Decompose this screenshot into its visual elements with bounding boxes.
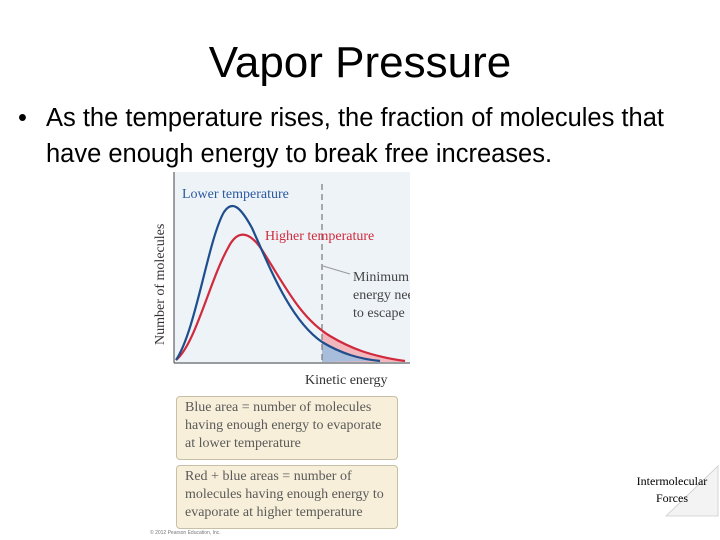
plot-panel — [174, 172, 410, 364]
threshold-label-line-3: to escape — [353, 306, 405, 321]
red-blue-area-caption: Red + blue areas = number of molecules h… — [176, 465, 398, 529]
energy-distribution-diagram: Number of molecules Kinetic energy Lower… — [153, 172, 410, 388]
bullet-symbol: • — [18, 104, 27, 132]
x-axis-label: Kinetic energy — [305, 373, 388, 388]
footer-topic: Intermolecular Forces — [624, 473, 720, 507]
copyright-note: © 2012 Pearson Education, Inc. — [150, 530, 221, 536]
threshold-label-line-1: Minimum kinetic — [353, 270, 410, 285]
lower-temperature-curve — [175, 204, 381, 363]
bullet-line-2: have enough energy to break free increas… — [46, 140, 553, 168]
lower-temperature-label: Lower temperature — [182, 187, 289, 202]
threshold-label-line-2: energy needed — [353, 288, 410, 303]
caption-line: at lower temperature — [185, 436, 301, 451]
lower-temperature-tail-area — [322, 342, 375, 362]
footer-page-curl-decoration — [628, 460, 719, 518]
caption-line: Blue area = number of molecules — [185, 400, 372, 415]
caption-line: Red + blue areas = number of — [185, 469, 352, 484]
bullet-line-1: As the temperature rises, the fraction o… — [46, 104, 664, 132]
caption-line: having enough energy to evaporate — [185, 418, 382, 433]
threshold-pointer — [322, 265, 351, 275]
footer-line-1: Intermolecular — [636, 474, 708, 488]
y-axis-label: Number of molecules — [153, 224, 168, 345]
footer-line-2: Forces — [656, 491, 688, 505]
slide-title: Vapor Pressure — [208, 38, 512, 87]
caption-line: molecules having enough energy to — [185, 487, 384, 502]
blue-area-caption: Blue area = number of molecules having e… — [176, 396, 398, 460]
caption-line: evaporate at higher temperature — [185, 505, 363, 520]
higher-temperature-label: Higher temperature — [265, 229, 374, 244]
